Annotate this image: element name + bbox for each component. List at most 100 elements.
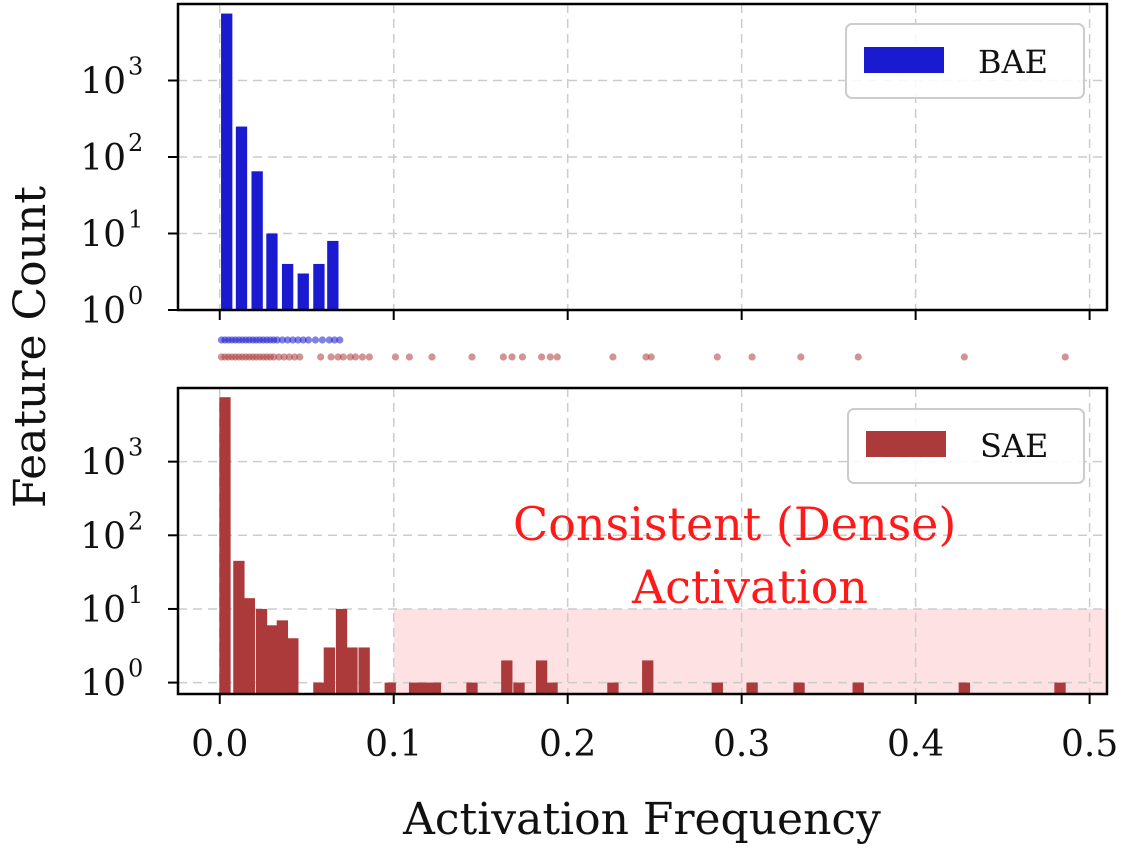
xtick-label-5: 0.5 bbox=[1061, 724, 1118, 765]
sae-rug-point-18 bbox=[285, 353, 293, 361]
bae-rug-point-25 bbox=[325, 336, 333, 344]
bae-legend-swatch bbox=[864, 47, 944, 73]
y-axis-title: Feature Count bbox=[5, 186, 56, 508]
bae-legend: BAE bbox=[845, 23, 1085, 99]
bae-rug-point-24 bbox=[318, 336, 326, 344]
sae-ytick-label-0: 10 bbox=[80, 664, 126, 705]
bae-rug-point-22 bbox=[304, 336, 313, 344]
dense-activation-region bbox=[393, 608, 1107, 694]
sae-bar-23 bbox=[711, 682, 723, 694]
bae-ytick-exp-0: 0 bbox=[128, 282, 143, 310]
sae-rug-point-30 bbox=[405, 353, 413, 361]
sae-ytick-label-2: 10 bbox=[80, 516, 126, 557]
bae-rug-point-21 bbox=[299, 336, 307, 344]
x-axis-ticks: 0.0 0.1 0.2 0.3 0.4 0.5 bbox=[191, 694, 1118, 765]
sae-bar-17 bbox=[501, 660, 513, 694]
bae-legend-box bbox=[845, 23, 1085, 99]
bae-rug-point-23 bbox=[311, 336, 320, 344]
sae-rug-point-22 bbox=[327, 353, 335, 361]
sae-bar-16 bbox=[466, 682, 478, 694]
sae-ytick-exp-0: 0 bbox=[128, 655, 143, 683]
bae-ytick-exp-2: 2 bbox=[128, 129, 143, 157]
sae-rug-point-28 bbox=[365, 353, 373, 361]
bae-bar-5 bbox=[297, 273, 309, 310]
sae-bar-5 bbox=[276, 620, 289, 694]
sae-axes-frame bbox=[176, 386, 1109, 696]
sae-rug-point-34 bbox=[508, 353, 516, 361]
sae-bar-28 bbox=[1054, 682, 1066, 694]
bae-rug-point-17 bbox=[278, 336, 286, 344]
sae-bar-8 bbox=[323, 647, 336, 694]
sae-bar-27 bbox=[958, 682, 970, 694]
bae-ytick-exp-1: 1 bbox=[128, 206, 143, 234]
sae-ytick-exp-3: 3 bbox=[128, 434, 143, 462]
sae-rug-point-33 bbox=[499, 353, 507, 361]
dense-activation-annotation: Consistent (Dense) Activation bbox=[513, 497, 971, 614]
sae-bar-0 bbox=[219, 397, 231, 694]
sae-bar-12 bbox=[384, 682, 396, 694]
bae-rug-point-16 bbox=[273, 336, 281, 344]
sae-legend-box bbox=[847, 408, 1085, 484]
xtick-label-3: 0.3 bbox=[713, 724, 770, 765]
bae-bar-0 bbox=[221, 13, 233, 311]
sae-ytick-exp-2: 2 bbox=[128, 507, 143, 535]
sae-rug-point-32 bbox=[468, 353, 476, 361]
sae-rug-point-41 bbox=[647, 353, 655, 361]
bae-bar-2 bbox=[251, 171, 263, 310]
bae-bar-1 bbox=[235, 126, 248, 310]
bae-bar-4 bbox=[281, 263, 294, 310]
sae-rug-point-19 bbox=[290, 353, 299, 361]
sae-rug-point-35 bbox=[518, 353, 527, 361]
xtick-label-4: 0.4 bbox=[887, 724, 944, 765]
sae-rug-point-37 bbox=[546, 353, 554, 361]
sae-bar-21 bbox=[607, 682, 619, 694]
bae-x-tick-marks bbox=[218, 310, 1091, 320]
bae-rug-point-20 bbox=[294, 336, 302, 344]
xtick-label-1: 0.1 bbox=[365, 724, 422, 765]
sae-rug-point-15 bbox=[270, 353, 278, 361]
sae-bar-19 bbox=[535, 660, 548, 694]
sae-bar-25 bbox=[793, 682, 805, 694]
xtick-label-2: 0.2 bbox=[539, 724, 596, 765]
sae-ytick-exp-1: 1 bbox=[128, 581, 143, 609]
sae-rug-point-44 bbox=[797, 353, 805, 361]
sae-rug-point-29 bbox=[391, 353, 400, 361]
sae-bar-20 bbox=[546, 682, 558, 694]
sae-bar-7 bbox=[313, 682, 325, 694]
sae-legend-swatch bbox=[866, 431, 946, 457]
x-axis-title: Activation Frequency bbox=[402, 794, 881, 845]
sae-bar-15 bbox=[429, 682, 442, 694]
sae-rug-point-17 bbox=[280, 353, 288, 361]
sae-bar-26 bbox=[852, 682, 864, 694]
sae-bars bbox=[219, 397, 1066, 694]
sae-rug-point-38 bbox=[553, 353, 561, 361]
sae-rug-point-42 bbox=[713, 353, 721, 361]
sae-bar-22 bbox=[642, 660, 654, 694]
sae-rug-point-36 bbox=[537, 353, 546, 361]
sae-rug-point-31 bbox=[428, 353, 436, 361]
sae-bar-6 bbox=[287, 638, 299, 694]
sae-rug-point-39 bbox=[609, 353, 617, 361]
bae-rug-point-18 bbox=[284, 336, 292, 344]
bae-rug-point-27 bbox=[336, 336, 344, 344]
sae-ytick-label-1: 10 bbox=[80, 590, 126, 631]
bae-bar-6 bbox=[313, 263, 325, 310]
bae-rug-point-19 bbox=[289, 336, 297, 344]
sae-rug-point-40 bbox=[642, 353, 650, 361]
bae-legend-label: BAE bbox=[978, 43, 1048, 81]
sae-rug-point-46 bbox=[960, 353, 968, 361]
sae-bar-1 bbox=[233, 560, 245, 694]
sae-ytick-label-3: 10 bbox=[80, 443, 126, 484]
sae-bar-13 bbox=[408, 682, 421, 694]
sae-bar-14 bbox=[419, 682, 431, 694]
sae-bar-4 bbox=[266, 625, 278, 694]
sae-legend-label: SAE bbox=[980, 427, 1048, 465]
sae-bar-11 bbox=[358, 647, 370, 694]
sae-bar-10 bbox=[346, 647, 358, 694]
bae-bars bbox=[221, 13, 339, 311]
bae-ytick-label-2: 10 bbox=[80, 138, 126, 179]
